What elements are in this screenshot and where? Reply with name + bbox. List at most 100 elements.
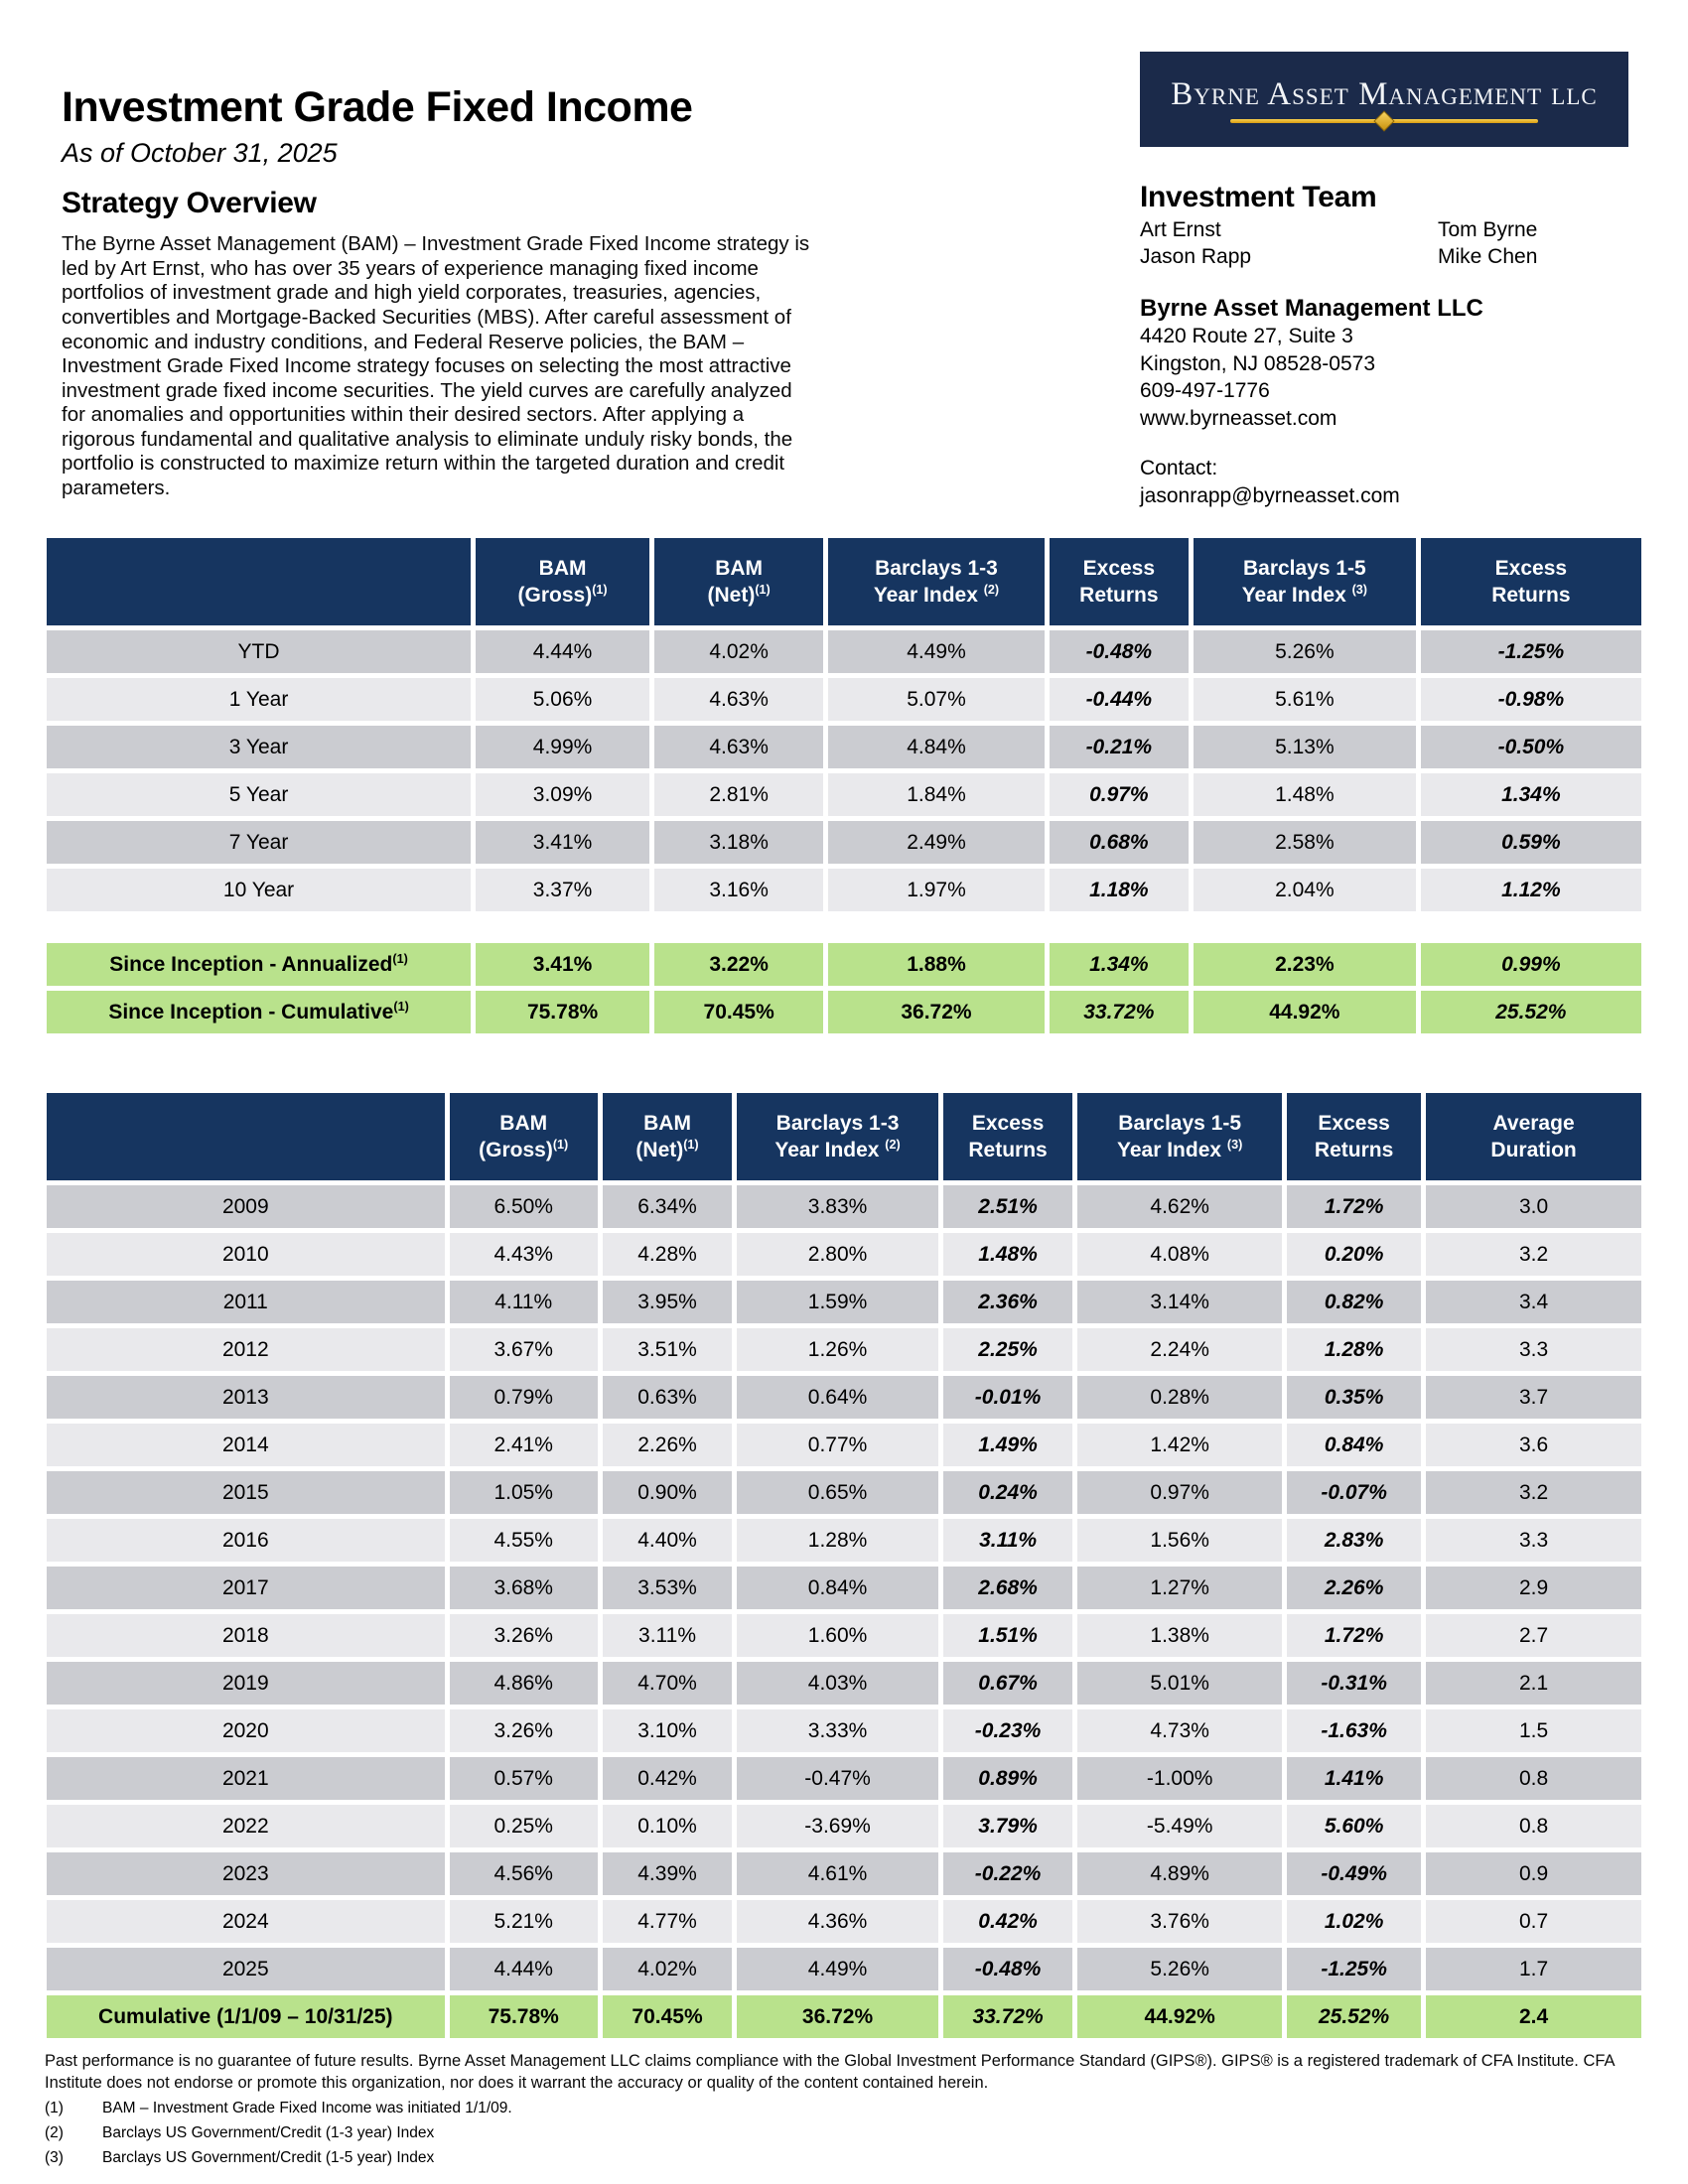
table-row: 2018 3.26% 3.11% 1.60% 1.51% 1.38% 1.72% 2.7 — [47, 1614, 1641, 1658]
value-cell: 3.53% — [602, 1567, 733, 1610]
value-cell: 4.86% — [449, 1662, 598, 1706]
value-cell: 3.3 — [1426, 1328, 1641, 1372]
summary-row: Since Inception - Cumulative(1) 75.78% 70.… — [47, 991, 1641, 1034]
value-cell: 1.41% — [1287, 1757, 1422, 1801]
column-header: Barclays 1-3 Year Index (2) — [828, 538, 1045, 626]
value-cell: 4.73% — [1077, 1709, 1283, 1753]
value-cell: 2.7 — [1426, 1614, 1641, 1658]
value-cell: 0.10% — [602, 1805, 733, 1848]
table-row: 2010 4.43% 4.28% 2.80% 1.48% 4.08% 0.20% 3.2 — [47, 1233, 1641, 1277]
value-cell: 6.50% — [449, 1185, 598, 1229]
value-cell: 0.77% — [737, 1424, 938, 1467]
value-cell: 4.70% — [602, 1662, 733, 1706]
column-header: Excess Returns — [1049, 538, 1189, 626]
as-of-date: As of October 31, 2025 — [62, 138, 338, 169]
value-cell: 3.26% — [449, 1709, 598, 1753]
value-cell: 3.0 — [1426, 1185, 1641, 1229]
row-label: 2014 — [47, 1424, 445, 1467]
value-cell: -0.48% — [1049, 630, 1189, 674]
column-header: Barclays 1-3 Year Index (2) — [737, 1093, 938, 1181]
company-logo: Byrne Asset Management llc — [1140, 52, 1628, 147]
value-cell: 3.7 — [1426, 1376, 1641, 1420]
value-cell: 1.49% — [942, 1424, 1073, 1467]
column-header: Average Duration — [1426, 1093, 1641, 1181]
value-cell: 1.56% — [1077, 1519, 1283, 1563]
investment-team-heading: Investment Team — [1140, 181, 1377, 213]
performance-tables: BAM (Gross)(1) BAM (Net)(1) Barclays 1-3 Year… — [42, 533, 1646, 2043]
company-info: Byrne Asset Management LLC 4420 Route 27… — [1140, 295, 1628, 433]
header-row: BAM (Gross)(1) BAM (Net)(1) Barclays 1-3 Year… — [47, 1093, 1641, 1181]
value-cell: 0.84% — [737, 1567, 938, 1610]
footnote-text: Barclays US Government/Credit (1-3 year)… — [102, 2124, 435, 2142]
value-cell: 4.89% — [1077, 1852, 1283, 1896]
column-header: BAM (Net)(1) — [654, 538, 824, 626]
value-cell: 0.24% — [942, 1471, 1073, 1515]
value-cell: -0.23% — [942, 1709, 1073, 1753]
value-cell: -1.00% — [1077, 1757, 1283, 1801]
value-cell: 0.42% — [602, 1757, 733, 1801]
value-cell: 4.49% — [828, 630, 1045, 674]
value-cell: 0.97% — [1077, 1471, 1283, 1515]
value-cell: 4.02% — [654, 630, 824, 674]
value-cell: 5.21% — [449, 1900, 598, 1944]
value-cell: 2.80% — [737, 1233, 938, 1277]
contact-email: jasonrapp@byrneasset.com — [1140, 483, 1400, 507]
value-cell: 0.64% — [737, 1376, 938, 1420]
column-header: Barclays 1-5 Year Index (3) — [1193, 538, 1416, 626]
table-row: 2019 4.86% 4.70% 4.03% 0.67% 5.01% -0.31% 2.1 — [47, 1662, 1641, 1706]
value-cell: 3.6 — [1426, 1424, 1641, 1467]
value-cell: 1.12% — [1420, 869, 1641, 912]
value-cell: 2.9 — [1426, 1567, 1641, 1610]
row-label: 2017 — [47, 1567, 445, 1610]
team-member: Art Ernst — [1140, 218, 1221, 241]
summary-row: Since Inception - Annualized(1) 3.41% 3.22… — [47, 943, 1641, 987]
value-cell: 2.58% — [1193, 821, 1416, 865]
value-cell: 2.25% — [942, 1328, 1073, 1372]
value-cell: 0.99% — [1420, 943, 1641, 987]
value-cell: 1.5 — [1426, 1709, 1641, 1753]
value-cell: 2.04% — [1193, 869, 1416, 912]
value-cell: 0.42% — [942, 1900, 1073, 1944]
row-label: Since Inception - Cumulative(1) — [47, 991, 472, 1034]
value-cell: 3.11% — [602, 1614, 733, 1658]
value-cell: 4.39% — [602, 1852, 733, 1896]
value-cell: 0.84% — [1287, 1424, 1422, 1467]
value-cell: 2.49% — [828, 821, 1045, 865]
value-cell: 5.06% — [476, 678, 650, 722]
value-cell: 1.7 — [1426, 1948, 1641, 1991]
value-cell: 2.4 — [1426, 1995, 1641, 2039]
value-cell: 2.24% — [1077, 1328, 1283, 1372]
logo-divider — [1230, 109, 1538, 132]
row-label: 2013 — [47, 1376, 445, 1420]
value-cell: 5.60% — [1287, 1805, 1422, 1848]
footnote: (3) Barclays US Government/Credit (1-5 ye… — [45, 2146, 1648, 2169]
row-label: 10 Year — [47, 869, 472, 912]
value-cell: 44.92% — [1077, 1995, 1283, 2039]
row-label: 2015 — [47, 1471, 445, 1515]
value-cell: 4.44% — [476, 630, 650, 674]
value-cell: 1.51% — [942, 1614, 1073, 1658]
value-cell: 3.22% — [654, 943, 824, 987]
annual-performance-table: BAM (Gross)(1) BAM (Net)(1) Barclays 1-3 Year… — [42, 1088, 1646, 2043]
value-cell: 2.26% — [602, 1424, 733, 1467]
value-cell: -0.44% — [1049, 678, 1189, 722]
value-cell: 4.49% — [737, 1948, 938, 1991]
team-member: Jason Rapp — [1140, 245, 1252, 268]
value-cell: 4.56% — [449, 1852, 598, 1896]
value-cell: 1.28% — [1287, 1328, 1422, 1372]
company-address-line2: Kingston, NJ 08528-0573 — [1140, 351, 1375, 375]
value-cell: 25.52% — [1287, 1995, 1422, 2039]
value-cell: 2.68% — [942, 1567, 1073, 1610]
value-cell: 4.11% — [449, 1281, 598, 1324]
value-cell: 4.61% — [737, 1852, 938, 1896]
title-block: Investment Grade Fixed Income As of Octo… — [62, 52, 816, 509]
column-header: BAM (Gross)(1) — [449, 1093, 598, 1181]
value-cell: 4.44% — [449, 1948, 598, 1991]
value-cell: 1.88% — [828, 943, 1045, 987]
row-label: 3 Year — [47, 726, 472, 769]
logo-diamond-icon — [1373, 109, 1395, 132]
value-cell: 4.63% — [654, 726, 824, 769]
footnote-number: (3) — [45, 2149, 64, 2167]
value-cell: 3.41% — [476, 821, 650, 865]
value-cell: -0.07% — [1287, 1471, 1422, 1515]
